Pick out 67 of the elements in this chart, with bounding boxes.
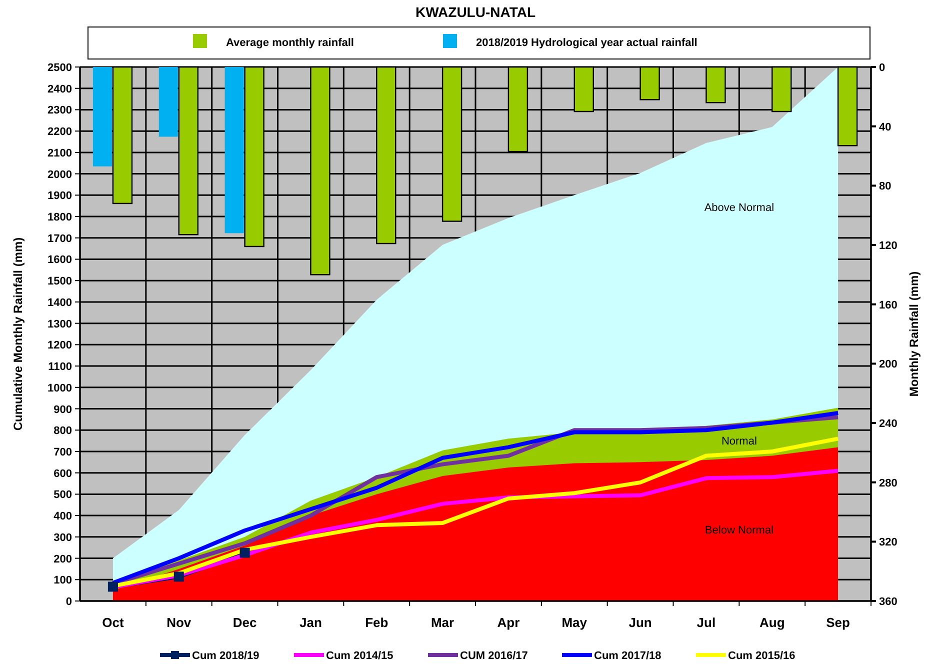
y2-tick-label: 240 — [879, 418, 898, 430]
y-tick-label: 100 — [54, 574, 72, 587]
y2-axis-title: Monthly Rainfall (mm) — [907, 271, 921, 397]
y2-tick-label: 200 — [879, 358, 898, 371]
bar — [224, 67, 244, 234]
y-tick-label: 1400 — [48, 296, 72, 309]
y2-tick-label: 80 — [879, 180, 892, 193]
point — [174, 572, 184, 582]
y2-tick-label: 0 — [879, 62, 886, 74]
bar — [92, 67, 112, 166]
y-tick-label: 1900 — [48, 190, 72, 202]
x-tick-label: Jul — [696, 615, 716, 630]
y-tick-label: 700 — [54, 446, 72, 458]
y-tick-label: 400 — [54, 510, 72, 523]
y-tick-label: 1200 — [48, 340, 72, 352]
legend-label: 2018/2019 Hydrological year actual rainfall — [476, 37, 698, 49]
y2-tick-label: 120 — [879, 240, 898, 252]
y-tick-label: 1500 — [48, 276, 72, 288]
bar — [158, 67, 178, 137]
x-tick-label: Apr — [497, 615, 520, 630]
x-tick-label: Dec — [232, 615, 257, 630]
x-tick-label: Sep — [826, 615, 850, 630]
chart-title: KWAZULU-NATAL — [415, 4, 536, 20]
legend-label: Cum 2017/18 — [594, 650, 662, 662]
x-tick-label: Feb — [365, 615, 388, 630]
point — [240, 548, 250, 558]
series-label: Above Normal — [704, 202, 774, 214]
y2-tick-label: 280 — [879, 477, 898, 490]
x-tick-label: Jan — [300, 615, 322, 630]
y-tick-label: 600 — [54, 468, 72, 480]
y-tick-label: 2500 — [48, 62, 72, 74]
y-tick-label: 500 — [54, 489, 72, 502]
y2-tick-label: 360 — [879, 596, 898, 608]
y-tick-label: 0 — [66, 596, 72, 608]
series-label: Below Normal — [704, 524, 774, 536]
y-tick-label: 300 — [54, 532, 72, 544]
y-tick-label: 900 — [54, 404, 72, 416]
y-tick-label: 2200 — [48, 126, 72, 138]
legend-label: Cum 2015/16 — [728, 650, 796, 662]
y2-tick-label: 320 — [879, 536, 898, 549]
x-tick-label: Oct — [102, 615, 124, 630]
y2-tick-label: 160 — [879, 299, 898, 312]
y-tick-label: 800 — [54, 425, 72, 438]
y-tick-label: 1800 — [48, 212, 72, 224]
legend-label: Cum 2014/15 — [326, 650, 394, 662]
x-tick-label: May — [562, 615, 588, 630]
point — [108, 582, 118, 592]
x-tick-label: Nov — [166, 615, 192, 630]
series-label: Normal — [721, 435, 757, 448]
legend-label: Cum 2018/19 — [192, 650, 260, 662]
y-tick-label: 2000 — [48, 168, 72, 181]
y-tick-label: 2300 — [48, 104, 72, 117]
y-tick-label: 1300 — [48, 318, 72, 330]
x-tick-label: Jun — [628, 615, 652, 630]
y-tick-label: 1100 — [48, 361, 72, 374]
x-tick-label: Aug — [759, 615, 785, 630]
y-tick-label: 200 — [54, 553, 72, 566]
legend-label: Average monthly rainfall — [226, 37, 354, 49]
y-tick-label: 2100 — [48, 147, 72, 160]
legend-label: CUM 2016/17 — [460, 650, 528, 662]
y-axis-title: Cumulative Monthly Rainfall (mm) — [11, 237, 25, 431]
y2-tick-label: 40 — [879, 121, 892, 134]
y-tick-label: 1700 — [48, 232, 72, 245]
y-tick-label: 2400 — [48, 83, 72, 96]
y-tick-label: 1000 — [48, 382, 72, 394]
x-tick-label: Mar — [430, 615, 454, 630]
y-tick-label: 1600 — [48, 254, 72, 266]
